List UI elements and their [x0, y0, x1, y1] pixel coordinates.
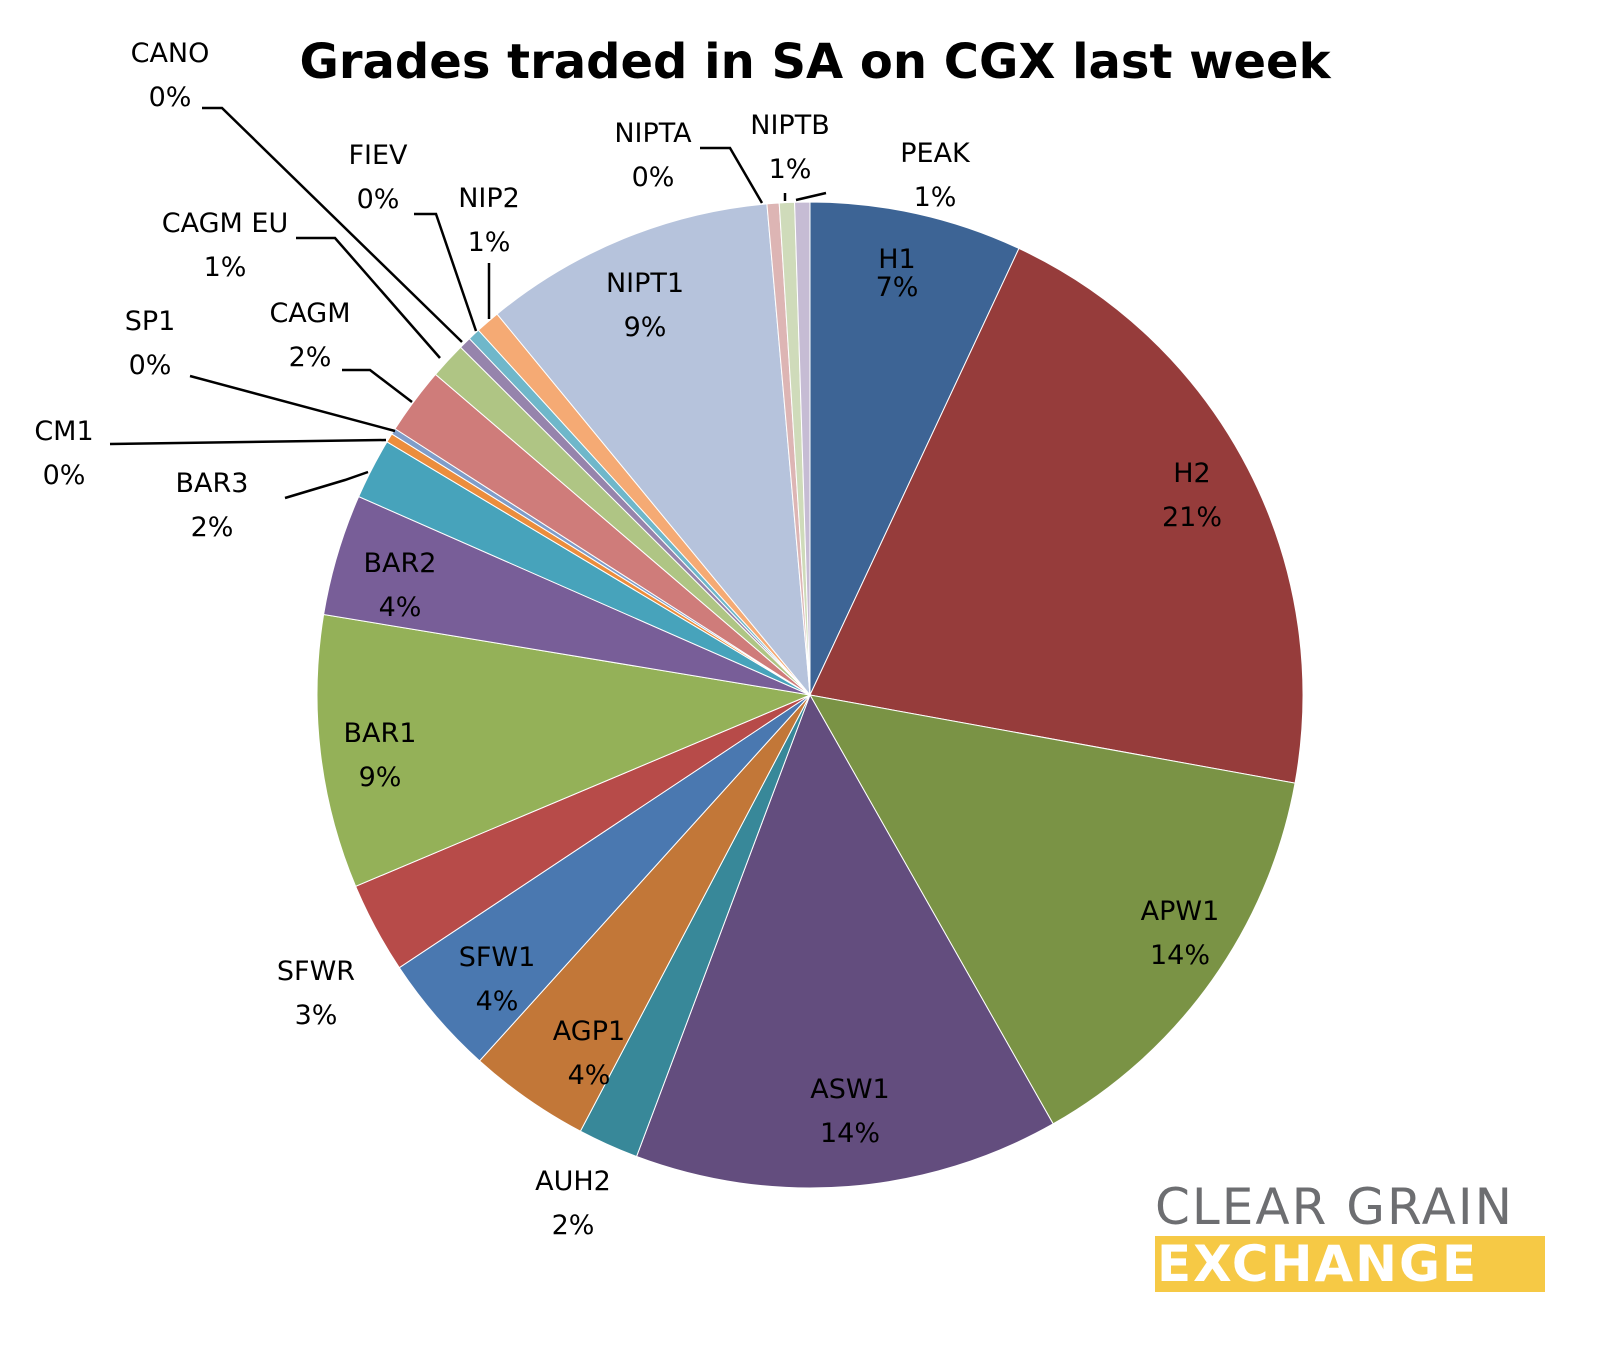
- slice-name-cagm: CAGM: [269, 298, 350, 329]
- leader-line-cano: [202, 106, 463, 343]
- slice-h2: [809, 247, 1304, 784]
- slice-bar1: [316, 613, 812, 887]
- slice-asw1: [635, 693, 1054, 1189]
- slice-name-apw1: APW1: [1141, 896, 1220, 927]
- slice-name-niptb: NIPTB: [750, 110, 829, 141]
- slice-percent-bar3: 2%: [191, 512, 234, 543]
- slice-name-sp1: SP1: [125, 306, 176, 337]
- slice-percent-peak: 1%: [914, 182, 957, 213]
- slice-name-nipta: NIPTA: [614, 118, 692, 149]
- slice-percent-fiev: 0%: [357, 184, 400, 215]
- slice-name-sfw1: SFW1: [459, 942, 536, 973]
- slice-name-h1: H1: [878, 244, 915, 275]
- slice-percent-cagm: 2%: [289, 342, 332, 373]
- logo-line-2: EXCHANGE: [1155, 1236, 1545, 1292]
- slice-percent-asw1: 14%: [820, 1118, 880, 1149]
- leader-lines: [109, 106, 827, 500]
- leader-line-fiev: [414, 212, 478, 332]
- slice-name-nip2: NIP2: [458, 183, 520, 214]
- clear-grain-exchange-logo: CLEAR GRAIN EXCHANGE: [1155, 1180, 1545, 1292]
- logo-line-1: CLEAR GRAIN: [1155, 1178, 1515, 1236]
- slice-percent-nipta: 0%: [632, 162, 675, 193]
- slice-name-peak: PEAK: [900, 138, 971, 169]
- slice-percent-auh2: 2%: [552, 1210, 595, 1241]
- slice-name-agp1: AGP1: [553, 1016, 625, 1047]
- leader-line-cagm: [342, 368, 413, 403]
- slice-name-cano: CANO: [131, 38, 210, 69]
- slice-percent-cano: 0%: [149, 82, 192, 113]
- slice-percent-sfw1: 4%: [476, 986, 519, 1017]
- leader-line-nipta: [700, 146, 764, 204]
- slice-percent-bar2: 4%: [379, 592, 422, 623]
- slice-percent-nipt1: 9%: [624, 312, 667, 343]
- slice-h1: [809, 201, 1020, 696]
- slice-apw1: [809, 694, 1296, 1125]
- slice-percent-cagm-eu: 1%: [204, 252, 247, 283]
- slice-percent-sp1: 0%: [129, 350, 172, 381]
- slice-name-bar1: BAR1: [344, 718, 417, 749]
- leader-line-sp1: [189, 374, 396, 433]
- slice-name-h2: H2: [1173, 458, 1210, 489]
- leader-line-peak: [795, 191, 827, 202]
- slice-percent-agp1: 4%: [568, 1060, 611, 1091]
- slice-name-nipt1: NIPT1: [606, 268, 684, 299]
- slice-percent-apw1: 14%: [1150, 940, 1210, 971]
- slice-name-sfwr: SFWR: [277, 956, 355, 987]
- slice-name-auh2: AUH2: [535, 1166, 611, 1197]
- leader-line-bar3: [284, 470, 369, 500]
- slice-nipt1: [496, 203, 811, 697]
- slice-name-bar3: BAR3: [176, 468, 249, 499]
- slice-labels: H17% H2 21% APW1 14% ASW1 14% AUH2 2% AGP1 4% SFW1 4…: [34, 38, 1222, 1241]
- leader-line-cm1: [109, 438, 387, 446]
- slice-name-bar2: BAR2: [364, 548, 437, 579]
- chart-title: Grades traded in SA on CGX last week: [299, 34, 1331, 90]
- slice-name-fiev: FIEV: [348, 140, 408, 171]
- slice-percent-cm1: 0%: [43, 460, 86, 491]
- slice-name-cm1: CM1: [34, 416, 93, 447]
- slice-percent-h1: 7%: [876, 272, 919, 303]
- slice-percent-bar1: 9%: [359, 762, 402, 793]
- slice-percent-niptb: 1%: [769, 154, 812, 185]
- slice-name-asw1: ASW1: [810, 1074, 889, 1105]
- slice-percent-nip2: 1%: [468, 227, 511, 258]
- slice-percent-h2: 21%: [1162, 502, 1222, 533]
- slice-percent-sfwr: 3%: [295, 1000, 338, 1031]
- pie-slices: [316, 201, 1304, 1189]
- leader-line-cagm-eu: [296, 236, 441, 359]
- slice-name-cagm-eu: CAGM EU: [162, 208, 288, 239]
- slice-peak: [794, 201, 811, 696]
